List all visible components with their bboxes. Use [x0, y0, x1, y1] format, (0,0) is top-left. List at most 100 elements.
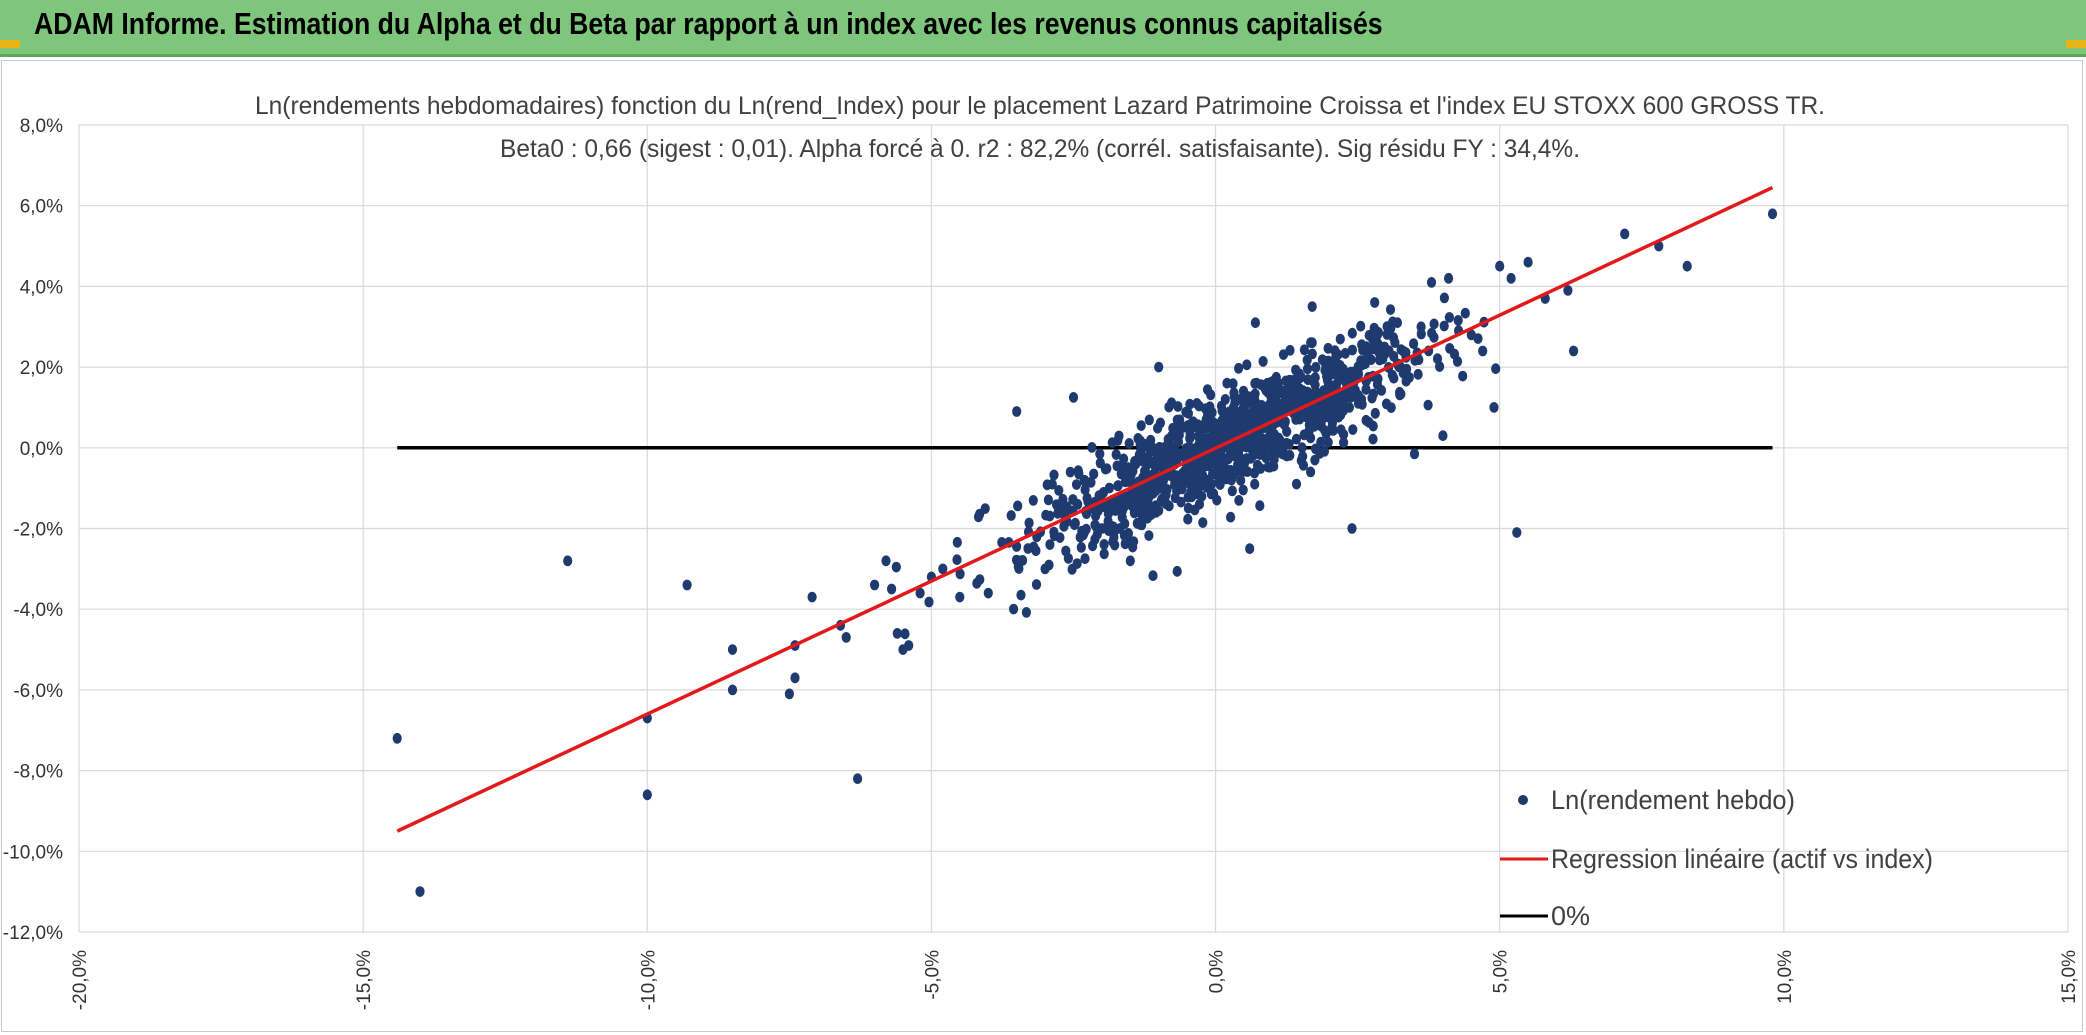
- legend-marker-points: [1518, 795, 1528, 805]
- data-point: [727, 644, 738, 655]
- data-point: [1429, 331, 1439, 343]
- data-point: [1090, 519, 1100, 531]
- data-point: [1293, 393, 1303, 405]
- data-point: [1136, 420, 1146, 431]
- data-point: [1136, 497, 1146, 509]
- y-tick-label: -8,0%: [13, 762, 63, 783]
- data-point: [415, 886, 425, 897]
- data-point: [1347, 523, 1357, 534]
- data-point: [1361, 341, 1371, 353]
- data-point: [1156, 495, 1166, 507]
- data-point: [1231, 426, 1241, 438]
- data-point: [1006, 510, 1016, 521]
- data-point: [975, 508, 985, 520]
- data-point-layer: [392, 208, 1778, 897]
- data-point: [1569, 345, 1579, 357]
- data-point: [1334, 359, 1345, 371]
- data-point: [1124, 438, 1134, 449]
- data-point: [1095, 448, 1105, 460]
- data-point: [1099, 548, 1109, 560]
- data-point: [1284, 438, 1294, 450]
- data-point: [1372, 379, 1382, 390]
- data-point: [1069, 519, 1080, 531]
- data-point: [1183, 513, 1193, 525]
- data-point: [1164, 401, 1174, 413]
- data-point: [1245, 543, 1255, 555]
- data-point: [1073, 499, 1083, 510]
- data-point: [784, 688, 795, 700]
- data-point: [1438, 430, 1448, 442]
- data-point: [1061, 545, 1071, 557]
- data-point: [1079, 526, 1089, 538]
- data-point: [1370, 297, 1380, 308]
- data-point: [1040, 563, 1050, 575]
- data-point: [1115, 523, 1125, 534]
- data-point: [1115, 493, 1125, 505]
- regression-line: [396, 185, 1774, 833]
- data-point: [1512, 527, 1522, 538]
- data-point: [1409, 448, 1420, 460]
- data-point: [1523, 256, 1533, 268]
- data-point: [1320, 425, 1330, 436]
- data-point: [1031, 579, 1042, 590]
- data-point: [1099, 539, 1109, 550]
- data-point: [1506, 272, 1516, 284]
- data-point: [1310, 454, 1320, 466]
- data-point: [1322, 406, 1332, 417]
- data-point: [892, 628, 902, 639]
- data-point: [1289, 382, 1299, 393]
- data-point: [1327, 421, 1337, 433]
- data-point: [1250, 317, 1260, 329]
- data-point: [1495, 260, 1505, 272]
- data-point: [682, 579, 692, 591]
- data-point: [1198, 470, 1208, 482]
- data-point: [1234, 495, 1244, 506]
- data-point: [1146, 434, 1156, 446]
- data-point: [1392, 317, 1402, 329]
- data-point: [1074, 468, 1084, 480]
- data-point: [1361, 414, 1371, 426]
- data-point: [1291, 478, 1302, 490]
- data-point: [1357, 398, 1367, 410]
- data-point: [1311, 443, 1321, 455]
- data-point: [1346, 391, 1356, 403]
- data-point: [1109, 531, 1119, 543]
- data-point: [1068, 392, 1079, 403]
- data-point: [900, 628, 910, 640]
- data-point: [727, 684, 738, 696]
- data-point: [1049, 469, 1059, 481]
- data-point: [1234, 362, 1244, 374]
- data-point: [924, 596, 934, 608]
- data-point: [1144, 530, 1154, 541]
- data-point: [1339, 437, 1349, 448]
- header-corner-left: [0, 40, 20, 48]
- y-tick-label: 8,0%: [20, 116, 63, 137]
- data-point: [1080, 484, 1090, 496]
- data-point: [1228, 470, 1238, 482]
- data-point: [1306, 466, 1316, 478]
- tick-label-layer: 8,0% 6,0% 4,0% 2,0% 0,0% -2,0% -4,0% -6,0% -8,0%…: [3, 116, 2080, 1010]
- data-point: [1255, 500, 1265, 512]
- x-tick-label: -15,0%: [354, 950, 375, 1010]
- data-point: [1183, 502, 1193, 514]
- data-point: [1298, 451, 1308, 462]
- data-point: [1065, 466, 1075, 478]
- data-point: [1356, 320, 1366, 332]
- data-point: [1347, 344, 1357, 356]
- legend-label-zero: 0%: [1551, 901, 1590, 931]
- data-point: [1100, 463, 1110, 475]
- data-point: [1297, 442, 1307, 454]
- data-point: [1016, 589, 1026, 601]
- data-point: [1404, 372, 1414, 383]
- x-tick-label: -20,0%: [70, 950, 91, 1010]
- data-point: [1120, 476, 1130, 488]
- y-tick-label: 4,0%: [20, 277, 63, 298]
- data-point: [1367, 392, 1377, 404]
- data-point: [1028, 495, 1038, 506]
- x-tick-label: 10,0%: [1775, 950, 1796, 1004]
- data-point: [841, 632, 851, 643]
- data-point: [1126, 464, 1136, 476]
- data-point: [1307, 301, 1317, 312]
- data-point: [1117, 512, 1127, 523]
